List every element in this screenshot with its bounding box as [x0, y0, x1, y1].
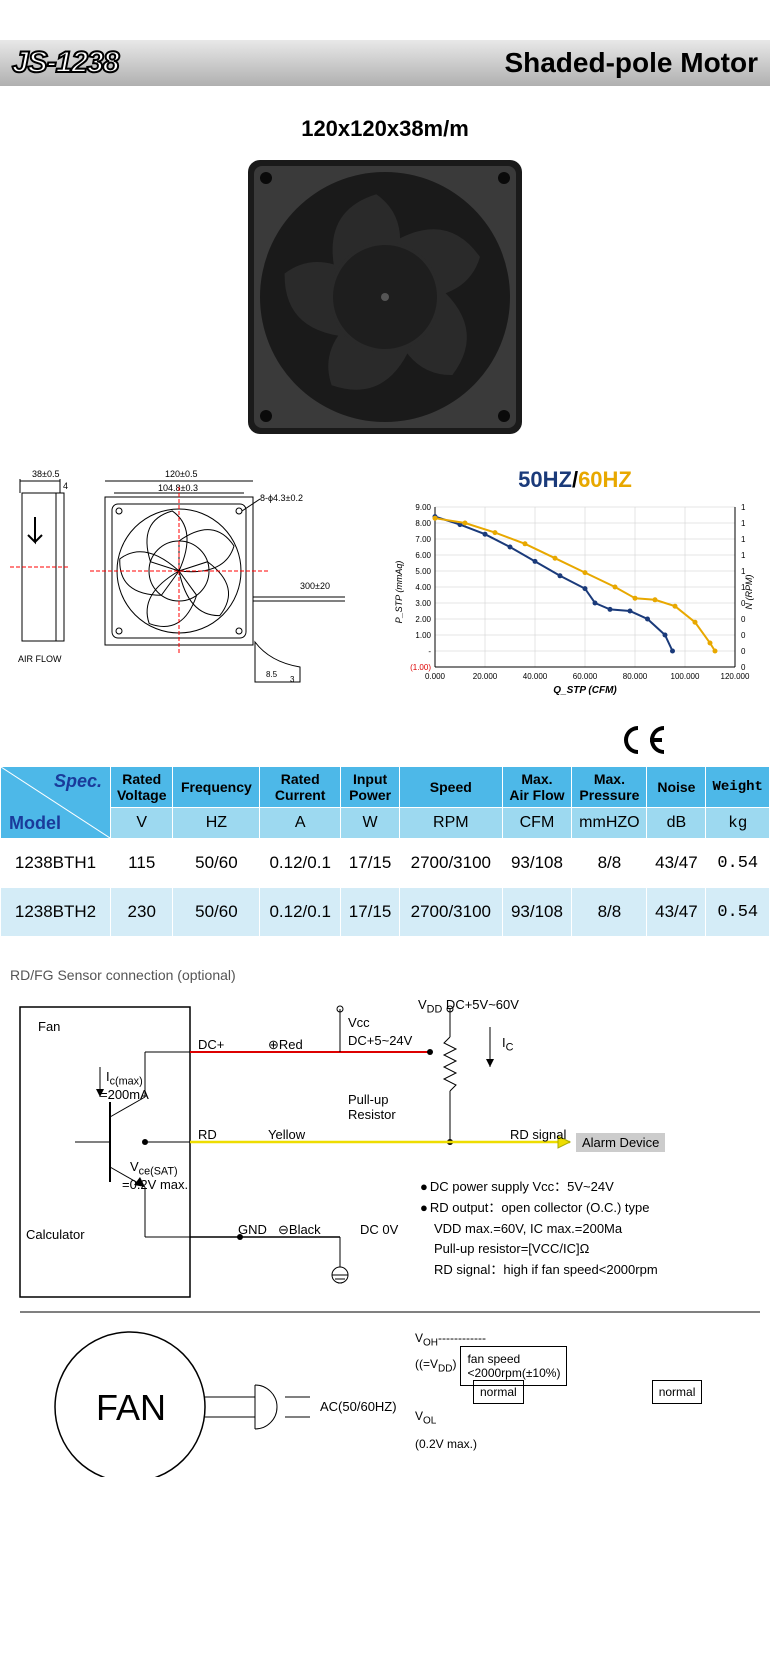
svg-text:20.000: 20.000	[473, 672, 498, 681]
dim-depth: 38±0.5	[32, 469, 59, 479]
svg-text:2.00: 2.00	[415, 615, 431, 624]
model-number: JS-1238	[12, 46, 118, 80]
th-freq: Frequency	[173, 767, 260, 808]
svg-text:P_STP (mmAq): P_STP (mmAq)	[394, 561, 404, 624]
svg-text:3: 3	[290, 675, 295, 684]
svg-text:8.00: 8.00	[415, 519, 431, 528]
th-pressure: Max. Pressure	[572, 767, 647, 808]
motor-type: Shaded-pole Motor	[504, 47, 758, 79]
svg-text:120.000: 120.000	[721, 672, 750, 681]
th-airflow: Max. Air Flow	[502, 767, 572, 808]
table-row: 1238BTH223050/600.12/0.117/152700/310093…	[1, 888, 770, 937]
svg-text:5.00: 5.00	[415, 567, 431, 576]
svg-text:9.00: 9.00	[415, 503, 431, 512]
svg-text:0.000: 0.000	[425, 672, 446, 681]
svg-text:1: 1	[741, 551, 746, 560]
svg-text:0: 0	[741, 631, 746, 640]
technical-drawing: 38±0.5 4 AIR FLOW 120±0.5 104.8±0.3	[10, 467, 380, 692]
circuit-diagram: Fan DC+ ⊕Red Vcc DC+5~24V VDD DC+5V~60V …	[10, 997, 760, 1477]
th-power: Input Power	[341, 767, 400, 808]
svg-text:4.00: 4.00	[415, 583, 431, 592]
th-voltage: Rated Voltage	[111, 767, 173, 808]
product-dimensions: 120x120x38m/m	[0, 116, 770, 142]
svg-text:(1.00): (1.00)	[410, 663, 431, 672]
svg-text:AIR FLOW: AIR FLOW	[18, 654, 62, 664]
ce-mark	[0, 722, 770, 766]
table-row: 1238BTH111550/600.12/0.117/152700/310093…	[1, 839, 770, 888]
svg-text:8-ϕ4.3±0.2: 8-ϕ4.3±0.2	[260, 493, 303, 503]
th-current: Rated Current	[260, 767, 341, 808]
svg-text:0: 0	[741, 663, 746, 672]
th-speed: Speed	[400, 767, 502, 808]
svg-text:-: -	[428, 647, 431, 656]
svg-text:1.00: 1.00	[415, 631, 431, 640]
header-bar: JS-1238 Shaded-pole Motor	[0, 40, 770, 86]
svg-text:1: 1	[741, 535, 746, 544]
sensor-title: RD/FG Sensor connection (optional)	[10, 967, 760, 983]
fan-photo	[240, 152, 530, 447]
performance-chart: 50HZ/60HZ 0.000 20.000 40.000 60.000 80.000 1…	[390, 467, 760, 702]
svg-text:8.5: 8.5	[266, 670, 278, 679]
sensor-section: RD/FG Sensor connection (optional)	[10, 967, 760, 1477]
th-noise: Noise	[647, 767, 706, 808]
spec-table: Spec. Model Rated Voltage Frequency Rate…	[0, 766, 770, 937]
svg-text:N (RPM): N (RPM)	[744, 575, 754, 610]
svg-text:0: 0	[741, 615, 746, 624]
alarm-device: Alarm Device	[576, 1133, 665, 1152]
svg-text:1: 1	[741, 503, 746, 512]
svg-text:60.000: 60.000	[573, 672, 598, 681]
circuit-notes: DC power supply Vcc：5V~24V RD output：ope…	[420, 1177, 658, 1281]
svg-text:0: 0	[741, 647, 746, 656]
th-weight: Weight	[706, 767, 770, 808]
diagrams-row: 38±0.5 4 AIR FLOW 120±0.5 104.8±0.3	[10, 467, 760, 702]
svg-text:Q_STP (CFM): Q_STP (CFM)	[553, 685, 617, 696]
svg-text:6.00: 6.00	[415, 551, 431, 560]
svg-text:300±20: 300±20	[300, 581, 330, 591]
spec-corner: Spec. Model	[1, 767, 111, 839]
svg-text:1: 1	[741, 519, 746, 528]
svg-text:40.000: 40.000	[523, 672, 548, 681]
svg-text:4: 4	[63, 481, 68, 491]
timing-diagram: VOH------------ ((=VDD) fan speed <2000r…	[415, 1327, 706, 1457]
svg-text:100.000: 100.000	[671, 672, 700, 681]
svg-text:104.8±0.3: 104.8±0.3	[158, 483, 198, 493]
svg-text:7.00: 7.00	[415, 535, 431, 544]
product-section: 120x120x38m/m	[0, 116, 770, 447]
svg-text:3.00: 3.00	[415, 599, 431, 608]
svg-text:80.000: 80.000	[623, 672, 648, 681]
chart-title: 50HZ/60HZ	[390, 467, 760, 493]
svg-text:120±0.5: 120±0.5	[165, 469, 197, 479]
